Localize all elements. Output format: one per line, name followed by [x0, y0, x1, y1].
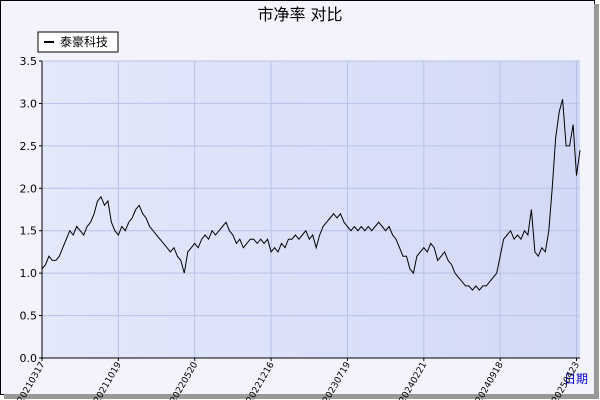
y-tick-label: 3.0 [20, 97, 38, 110]
y-tick-label: 3.5 [20, 55, 38, 68]
shadow [4, 394, 599, 399]
y-tick-label: 2.5 [20, 140, 38, 153]
shadow [594, 4, 599, 399]
chart-title: 市净率 对比 [257, 5, 342, 24]
legend-label: 泰豪科技 [60, 34, 108, 49]
y-tick-label: 2.0 [20, 182, 38, 195]
y-tick-label: 0.0 [20, 352, 38, 365]
x-axis-label: 日期 [564, 372, 588, 386]
y-tick-label: 1.0 [20, 267, 38, 280]
y-tick-label: 0.5 [20, 310, 38, 323]
plot-area [42, 61, 580, 358]
line [41, 99, 581, 291]
legend-box [37, 31, 119, 53]
y-tick-label: 1.5 [20, 225, 38, 238]
